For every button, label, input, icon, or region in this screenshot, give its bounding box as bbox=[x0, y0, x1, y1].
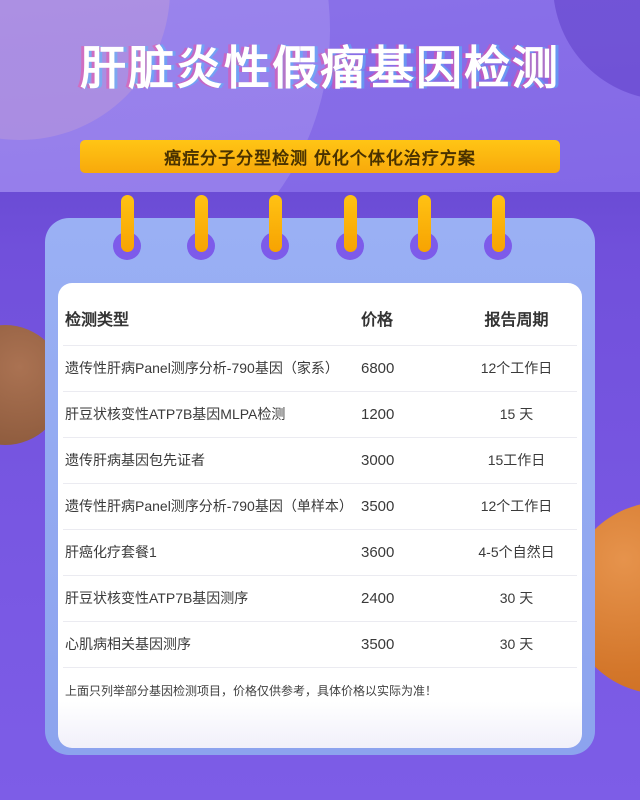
subtitle-banner-label: 癌症分子分型检测 优化个体化治疗方案 bbox=[164, 149, 476, 168]
disclaimer-note: 上面只列举部分基因检测项目，价格仅供参考，具体价格以实际为准！ bbox=[63, 667, 577, 716]
price-cell: 2400 bbox=[361, 575, 456, 622]
test-type-cell: 肝豆状核变性ATP7B基因MLPA检测 bbox=[63, 391, 361, 438]
price-cell: 3500 bbox=[361, 621, 456, 668]
pin-stick-icon bbox=[194, 195, 208, 252]
table-row: 遗传性肝病Panel测序分析-790基因（家系） 6800 12个工作日 bbox=[63, 345, 577, 392]
pin-stick-icon bbox=[343, 195, 357, 252]
test-type-cell: 肝豆状核变性ATP7B基因测序 bbox=[63, 575, 361, 622]
page-title: 肝脏炎性假瘤基因检测 bbox=[80, 42, 560, 94]
price-cell: 3500 bbox=[361, 483, 456, 530]
table-row: 心肌病相关基因测序 3500 30 天 bbox=[63, 621, 577, 668]
period-cell: 30 天 bbox=[456, 575, 577, 622]
pin-stick-icon bbox=[417, 195, 431, 252]
price-sheet: 检测类型 价格 报告周期 遗传性肝病Panel测序分析-790基因（家系） 680… bbox=[58, 283, 582, 748]
pin-stick-icon bbox=[491, 195, 505, 252]
test-type-cell: 遗传肝病基因包先证者 bbox=[63, 437, 361, 484]
period-cell: 12个工作日 bbox=[456, 483, 577, 530]
column-header-price: 价格 bbox=[361, 312, 394, 329]
test-type-cell: 遗传性肝病Panel测序分析-790基因（家系） bbox=[63, 345, 361, 392]
test-type-cell: 遗传性肝病Panel测序分析-790基因（单样本） bbox=[63, 483, 361, 530]
period-cell: 15 天 bbox=[456, 391, 577, 438]
test-type-cell: 肝癌化疗套餐1 bbox=[63, 529, 361, 576]
test-type-cell: 心肌病相关基因测序 bbox=[63, 621, 361, 668]
price-cell: 6800 bbox=[361, 345, 456, 392]
price-cell: 3000 bbox=[361, 437, 456, 484]
period-cell: 15工作日 bbox=[456, 437, 577, 484]
period-cell: 12个工作日 bbox=[456, 345, 577, 392]
column-header-type: 检测类型 bbox=[65, 312, 130, 329]
subtitle-banner: 癌症分子分型检测 优化个体化治疗方案 bbox=[80, 140, 560, 173]
price-cell: 1200 bbox=[361, 391, 456, 438]
period-cell: 4-5个自然日 bbox=[456, 529, 577, 576]
table-note-row: 上面只列举部分基因检测项目，价格仅供参考，具体价格以实际为准！ bbox=[63, 667, 577, 716]
table-row: 肝癌化疗套餐1 3600 4-5个自然日 bbox=[63, 529, 577, 576]
table-row: 肝豆状核变性ATP7B基因测序 2400 30 天 bbox=[63, 575, 577, 622]
table-row: 肝豆状核变性ATP7B基因MLPA检测 1200 15 天 bbox=[63, 391, 577, 438]
table-header-row: 检测类型 价格 报告周期 bbox=[63, 283, 577, 346]
table-row: 遗传性肝病Panel测序分析-790基因（单样本） 3500 12个工作日 bbox=[63, 483, 577, 530]
pin-stick-icon bbox=[268, 195, 282, 252]
column-header-period: 报告周期 bbox=[484, 312, 549, 329]
price-cell: 3600 bbox=[361, 529, 456, 576]
pin-stick-icon bbox=[120, 195, 134, 252]
table-row: 遗传肝病基因包先证者 3000 15工作日 bbox=[63, 437, 577, 484]
price-table: 检测类型 价格 报告周期 遗传性肝病Panel测序分析-790基因（家系） 680… bbox=[63, 283, 577, 716]
period-cell: 30 天 bbox=[456, 621, 577, 668]
